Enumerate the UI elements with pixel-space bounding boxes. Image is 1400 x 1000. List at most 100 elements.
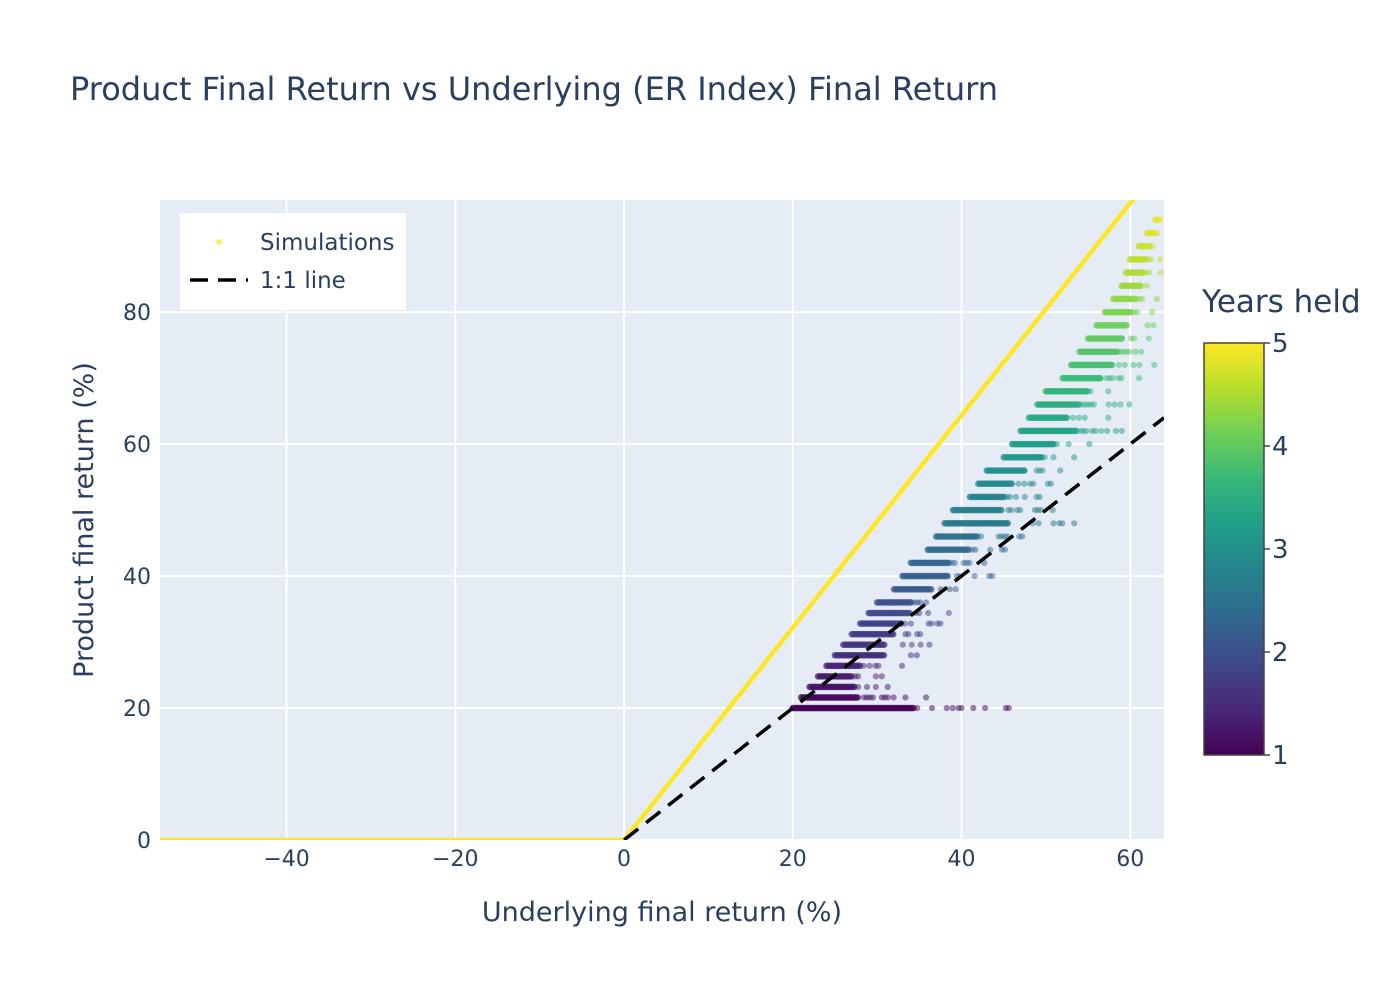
simulation-point	[926, 641, 933, 648]
legend[interactable]: Simulations 1:1 line	[180, 213, 406, 310]
simulation-point	[908, 641, 915, 648]
simulation-point	[922, 694, 930, 701]
y-tick-label: 40	[123, 565, 151, 590]
simulation-point	[1119, 335, 1126, 342]
simulation-point	[944, 572, 952, 580]
simulation-point	[880, 641, 888, 649]
simulation-point	[907, 652, 914, 659]
simulation-point	[898, 662, 906, 669]
simulation-point	[1041, 454, 1048, 461]
x-tick-label: 40	[948, 847, 976, 872]
legend-simulations-label[interactable]: Simulations	[260, 230, 395, 256]
simulation-point	[872, 673, 879, 680]
simulation-point	[1144, 322, 1151, 329]
simulation-point	[1059, 520, 1066, 527]
simulation-point	[1057, 467, 1064, 474]
grid-lines	[160, 200, 1164, 841]
simulation-point	[972, 546, 979, 553]
simulation-point	[1075, 414, 1082, 421]
simulation-point	[927, 585, 935, 593]
simulation-point	[922, 599, 930, 606]
simulation-point	[1050, 520, 1057, 527]
simulation-point	[1145, 269, 1153, 276]
simulation-point	[952, 586, 959, 593]
simulation-point	[949, 704, 956, 712]
simulation-point	[928, 620, 935, 627]
y-axis-label: Product final return (%)	[69, 362, 100, 678]
simulation-point	[1039, 467, 1046, 474]
x-tick-label: −20	[432, 847, 478, 872]
simulation-point	[863, 683, 871, 691]
simulation-point	[917, 641, 924, 648]
simulation-point	[1156, 216, 1163, 223]
simulation-point	[1105, 414, 1112, 421]
simulation-point	[1001, 546, 1009, 553]
simulation-point	[1136, 361, 1143, 369]
simulation-point	[1008, 480, 1016, 488]
simulation-point	[917, 599, 924, 606]
simulation-point	[1121, 361, 1128, 369]
simulation-point	[905, 631, 912, 638]
simulation-point	[1071, 520, 1078, 527]
simulation-point	[987, 546, 994, 553]
simulation-points	[789, 216, 1164, 712]
simulation-point	[1111, 401, 1118, 408]
legend-simulations-marker	[216, 239, 222, 245]
simulation-point	[1015, 480, 1022, 487]
simulation-point	[1138, 348, 1145, 355]
colorbar-tick-label: 5	[1272, 329, 1289, 359]
simulation-point	[1145, 335, 1152, 342]
simulation-point	[1150, 322, 1157, 329]
simulation-point	[1050, 454, 1057, 461]
colorbar-tick-label: 1	[1272, 741, 1289, 771]
simulation-point	[1006, 493, 1014, 501]
simulation-point	[1069, 414, 1076, 421]
simulation-point	[1138, 295, 1146, 303]
simulation-point	[1130, 361, 1137, 369]
simulation-point	[951, 559, 958, 566]
simulation-point	[925, 609, 932, 617]
x-tick-label: 0	[617, 847, 631, 872]
simulation-point	[1130, 335, 1138, 342]
simulation-point	[1118, 375, 1125, 382]
simulation-point	[945, 609, 952, 617]
simulation-point	[1035, 520, 1042, 527]
colorbar-title: Years held	[1201, 284, 1361, 320]
simulation-point	[937, 620, 944, 627]
simulation-point	[1017, 507, 1024, 514]
simulation-point	[1149, 243, 1157, 250]
simulation-point	[901, 620, 909, 627]
colorbar-tick-label: 3	[1272, 535, 1289, 565]
x-tick-label: 20	[779, 847, 807, 872]
simulation-point	[1105, 388, 1112, 395]
simulation-point	[890, 694, 897, 701]
simulation-point	[1117, 401, 1124, 408]
simulation-point	[855, 673, 862, 680]
y-tick-label: 0	[137, 829, 151, 854]
legend-one-to-one-label[interactable]: 1:1 line	[260, 268, 346, 294]
simulation-point	[1019, 533, 1026, 540]
simulation-point	[977, 533, 985, 540]
simulation-point	[1021, 480, 1028, 487]
simulation-point	[1137, 282, 1144, 289]
simulation-point	[869, 694, 877, 701]
simulation-point	[946, 586, 953, 593]
x-axis-label: Underlying final return (%)	[482, 897, 842, 928]
simulation-point	[1081, 414, 1088, 421]
simulation-point	[878, 673, 885, 680]
simulation-point	[1083, 427, 1090, 435]
simulation-point	[1005, 704, 1012, 712]
simulation-point	[884, 683, 891, 691]
simulation-point	[1063, 414, 1071, 421]
simulation-point	[1036, 493, 1043, 501]
simulation-point	[1021, 467, 1028, 474]
simulation-point	[1053, 441, 1060, 448]
simulation-point	[971, 572, 978, 580]
x-tick-label: 60	[1116, 847, 1144, 872]
simulation-point	[1098, 427, 1105, 435]
simulation-point	[1012, 493, 1020, 501]
simulation-point	[1108, 361, 1116, 369]
y-tick-label: 20	[123, 697, 151, 722]
y-tick-label: 80	[123, 301, 151, 326]
